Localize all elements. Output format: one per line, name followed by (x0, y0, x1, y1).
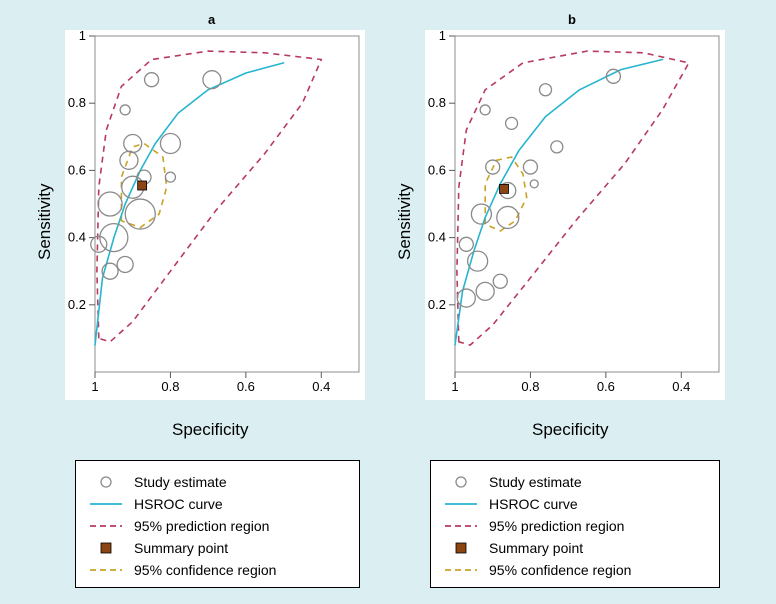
hsroc-swatch-icon (88, 497, 124, 511)
prediction-swatch-icon (88, 519, 124, 533)
legend-item-confidence: 95% confidence region (88, 559, 347, 581)
confidence-swatch-icon (443, 563, 479, 577)
legend-label-study: Study estimate (134, 474, 227, 490)
legend-label-prediction: 95% prediction region (489, 518, 624, 534)
legend-a: Study estimate HSROC curve 95% prediction … (75, 460, 360, 588)
legend-item-summary: Summary point (443, 537, 707, 559)
svg-text:0.2: 0.2 (68, 297, 86, 312)
panel-b-xlabel: Specificity (532, 420, 609, 440)
svg-text:0.2: 0.2 (428, 297, 446, 312)
figure-root: a b 10.80.60.40.20.40.60.81 Sensitivity … (0, 0, 776, 604)
prediction-swatch-icon (443, 519, 479, 533)
legend-item-hsroc: HSROC curve (443, 493, 707, 515)
panel-a-title: a (208, 12, 215, 27)
legend-label-summary: Summary point (134, 540, 228, 556)
svg-text:1: 1 (439, 30, 446, 43)
panel-b-title: b (568, 12, 576, 27)
legend-item-summary: Summary point (88, 537, 347, 559)
svg-text:0.8: 0.8 (521, 379, 539, 394)
legend-item-hsroc: HSROC curve (88, 493, 347, 515)
legend-label-summary: Summary point (489, 540, 583, 556)
legend-item-study: Study estimate (88, 471, 347, 493)
svg-text:0.8: 0.8 (428, 95, 446, 110)
study-swatch-icon (88, 475, 124, 489)
legend-item-confidence: 95% confidence region (443, 559, 707, 581)
legend-label-study: Study estimate (489, 474, 582, 490)
legend-item-prediction: 95% prediction region (443, 515, 707, 537)
svg-text:0.6: 0.6 (68, 162, 86, 177)
panel-a: 1 0.8 0.6 0.4 0.2 0.4 0.6 0.8 1 (65, 30, 365, 400)
panel-a-svg: 1 0.8 0.6 0.4 0.2 0.4 0.6 0.8 1 (65, 30, 365, 400)
study-swatch-icon (443, 475, 479, 489)
svg-text:0.6: 0.6 (237, 379, 255, 394)
panel-b-ylabel: Sensitivity (395, 183, 415, 260)
panel-b-svg: 1 0.8 0.6 0.4 0.2 0.4 0.6 0.8 1 (425, 30, 725, 400)
legend-label-hsroc: HSROC curve (489, 496, 578, 512)
svg-text:0.8: 0.8 (68, 95, 86, 110)
summary-swatch-icon (443, 541, 479, 555)
panel-a-xlabel: Specificity (172, 420, 249, 440)
svg-text:0.4: 0.4 (312, 379, 330, 394)
svg-text:0.4: 0.4 (428, 230, 446, 245)
svg-text:0.6: 0.6 (428, 162, 446, 177)
summary-swatch-icon (88, 541, 124, 555)
hsroc-swatch-icon (443, 497, 479, 511)
legend-label-prediction: 95% prediction region (134, 518, 269, 534)
svg-text:1: 1 (79, 30, 86, 43)
legend-b: Study estimate HSROC curve 95% prediction … (430, 460, 720, 588)
confidence-swatch-icon (88, 563, 124, 577)
legend-label-confidence: 95% confidence region (489, 562, 631, 578)
svg-text:1: 1 (451, 379, 458, 394)
panel-b: 1 0.8 0.6 0.4 0.2 0.4 0.6 0.8 1 (425, 30, 725, 400)
svg-text:1: 1 (91, 379, 98, 394)
legend-label-confidence: 95% confidence region (134, 562, 276, 578)
legend-label-hsroc: HSROC curve (134, 496, 223, 512)
legend-item-study: Study estimate (443, 471, 707, 493)
svg-text:0.8: 0.8 (161, 379, 179, 394)
svg-text:0.4: 0.4 (672, 379, 690, 394)
panel-a-ylabel: Sensitivity (35, 183, 55, 260)
svg-text:0.6: 0.6 (597, 379, 615, 394)
svg-text:0.4: 0.4 (68, 230, 86, 245)
legend-item-prediction: 95% prediction region (88, 515, 347, 537)
